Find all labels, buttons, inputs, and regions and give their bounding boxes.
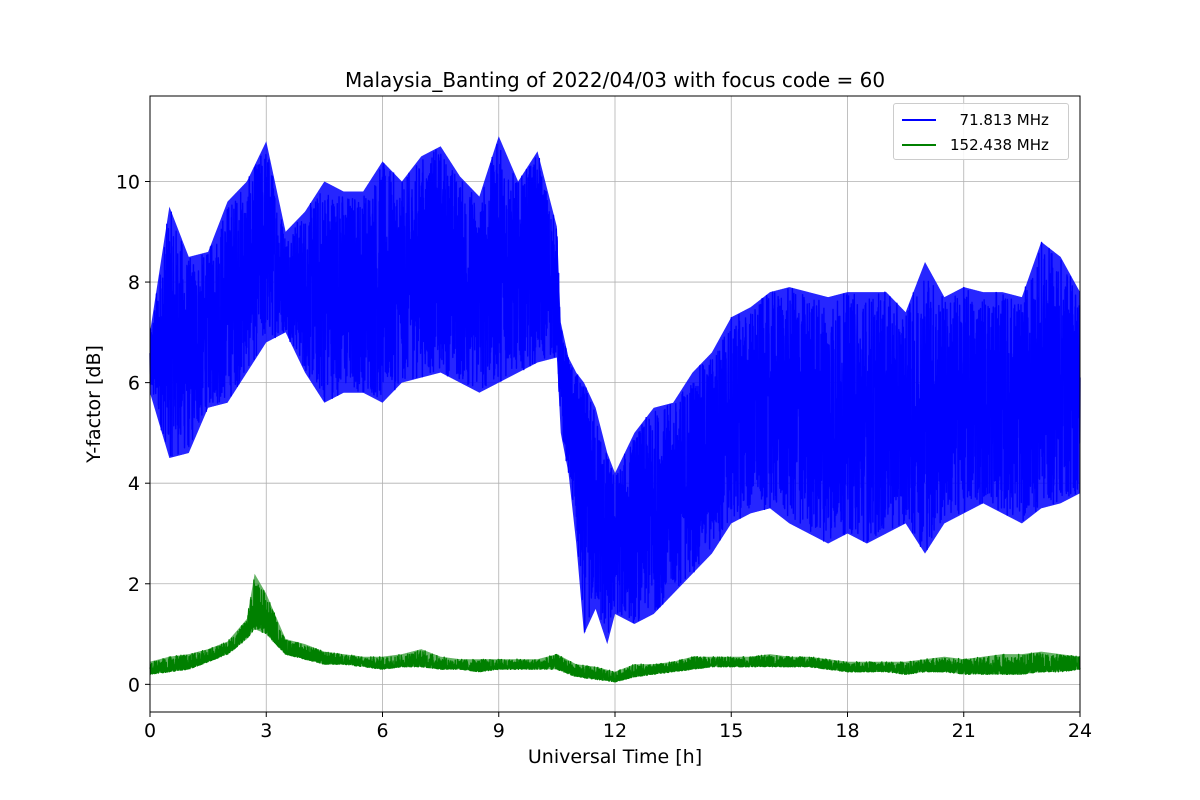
y-tick-label: 10 — [116, 171, 140, 193]
x-tick-label: 18 — [835, 720, 859, 742]
y-tick-label: 0 — [128, 674, 140, 696]
legend-item: 71.813 MHz — [894, 109, 1049, 131]
x-tick-label: 6 — [376, 720, 388, 742]
x-axis-label: Universal Time [h] — [528, 746, 702, 768]
x-tick-label: 0 — [144, 720, 156, 742]
chart-title: Malaysia_Banting of 2022/04/03 with focu… — [345, 68, 885, 92]
x-tick-label: 24 — [1068, 720, 1092, 742]
plot-series — [149, 136, 1081, 683]
legend-label: 152.438 MHz — [950, 136, 1049, 154]
x-tick-label: 3 — [260, 720, 272, 742]
legend-label: 71.813 MHz — [950, 111, 1049, 129]
y-tick-label: 4 — [128, 473, 140, 495]
series-0 — [149, 136, 1081, 645]
legend: 71.813 MHz 152.438 MHz — [893, 103, 1069, 160]
y-tick-label: 8 — [128, 272, 140, 294]
legend-swatch — [902, 119, 936, 121]
y-axis-label: Y-factor [dB] — [83, 345, 105, 464]
series-line — [149, 143, 1081, 633]
y-tick-label: 6 — [128, 373, 140, 395]
series-line — [149, 579, 1081, 683]
x-tick-label: 12 — [603, 720, 627, 742]
y-tick-label: 2 — [128, 574, 140, 596]
legend-item: 152.438 MHz — [894, 134, 1049, 156]
x-tick-label: 9 — [493, 720, 505, 742]
x-tick-label: 21 — [952, 720, 976, 742]
legend-swatch — [902, 144, 936, 146]
x-tick-label: 15 — [719, 720, 743, 742]
series-1 — [149, 573, 1081, 683]
